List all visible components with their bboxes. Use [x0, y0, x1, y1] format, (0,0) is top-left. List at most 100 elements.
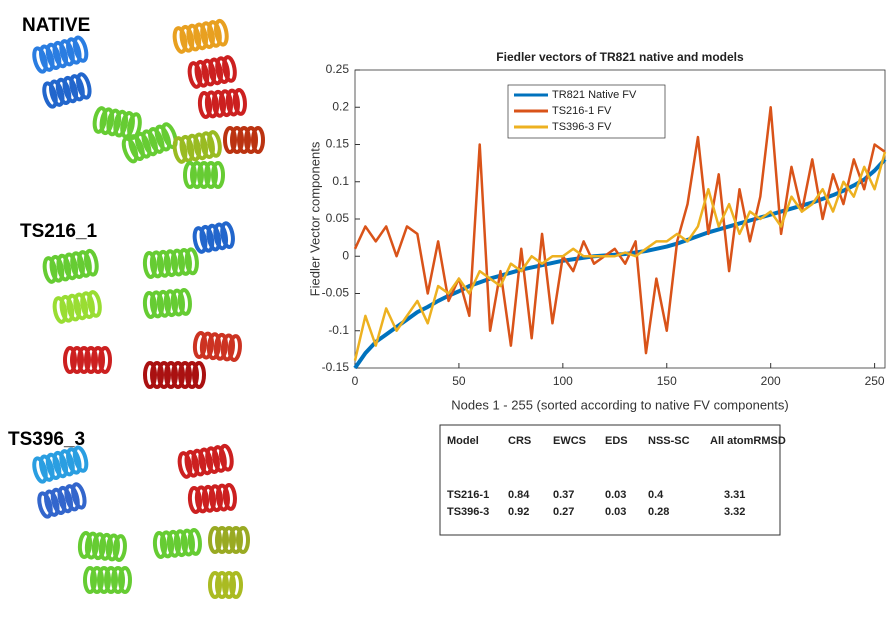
x-tick-label: 100: [553, 374, 573, 388]
table-frame: [439, 424, 781, 536]
helix-turn: [201, 58, 217, 87]
y-tick-label: 0.2: [332, 99, 349, 113]
helix-turn: [113, 109, 129, 138]
helix-turn: [172, 136, 188, 164]
helix-turn: [84, 531, 100, 560]
helix-turn: [208, 571, 222, 599]
helix-turn: [128, 134, 145, 162]
x-axis-label: Nodes 1 - 255 (sorted according to nativ…: [451, 397, 788, 412]
helix-turn: [157, 361, 171, 389]
helix-turn: [39, 44, 55, 72]
helix-turn: [148, 127, 165, 154]
helix: [92, 106, 142, 140]
helix-turn: [213, 332, 229, 361]
helix: [223, 126, 265, 154]
helix-turn: [49, 254, 65, 283]
helix: [37, 482, 87, 519]
helix-turn: [177, 247, 192, 276]
helix-turn: [105, 533, 120, 562]
helix-turn: [215, 56, 230, 84]
helix-turn: [142, 291, 158, 319]
helix-turn: [77, 346, 91, 374]
helix-turn: [187, 486, 203, 514]
helix-turn: [49, 79, 65, 107]
helix-turn: [69, 74, 85, 102]
helix-turn: [193, 22, 209, 51]
helix-turn: [73, 292, 89, 321]
helix-turn: [208, 526, 222, 554]
helix-turn: [118, 566, 132, 594]
helix-turn: [59, 39, 75, 67]
table-cell: TS216-1: [447, 489, 489, 501]
helix-turn: [45, 42, 62, 71]
helix-turn: [185, 361, 199, 389]
helix-turn: [120, 111, 135, 139]
helix-turn: [179, 134, 195, 163]
helix: [152, 527, 202, 559]
y-tick-label: -0.1: [328, 323, 349, 337]
y-tick-label: 0.15: [326, 137, 350, 151]
legend-label: TR821 Native FV: [552, 89, 637, 101]
helix-turn: [84, 248, 99, 277]
helix-turn: [80, 291, 95, 319]
helix-turn: [72, 445, 89, 473]
helix-turn: [244, 126, 258, 154]
helix-turn: [200, 131, 215, 159]
helix-turn: [143, 361, 157, 389]
helix-turn: [63, 346, 77, 374]
y-axis-label: Fiedler Vector components: [307, 141, 322, 296]
helix-turn: [223, 126, 237, 154]
helix: [197, 87, 247, 119]
helix-turn: [62, 75, 79, 104]
helix-turn: [190, 161, 204, 189]
helix-turn: [194, 59, 210, 88]
helix-turn: [232, 87, 247, 116]
table-header: NSS-SC: [648, 435, 690, 447]
helix-turn: [220, 221, 235, 249]
helix-turn: [225, 88, 240, 117]
helix-turn: [156, 289, 172, 318]
helix-turn: [70, 251, 85, 279]
helix-turn: [191, 448, 207, 477]
helix-turn: [187, 61, 203, 89]
helix-turn: [150, 361, 164, 389]
helix-turn: [32, 456, 48, 484]
helix-turn: [91, 346, 105, 374]
helix-turn: [207, 20, 222, 48]
helix-turn: [59, 449, 75, 477]
helix-turn: [32, 46, 48, 74]
helix-turn: [215, 571, 229, 599]
helix-turn: [220, 333, 235, 362]
x-tick-label: 250: [865, 374, 885, 388]
helix-turn: [186, 23, 202, 52]
helix-turn: [200, 21, 215, 49]
helix-turn: [251, 126, 265, 154]
helix-turn: [197, 161, 211, 189]
protein-images: [32, 18, 265, 599]
helix-turn: [71, 482, 87, 510]
helix-turn: [56, 253, 72, 282]
table-cell: 0.03: [605, 489, 626, 501]
helix-turn: [214, 18, 229, 47]
helix-turn: [37, 491, 53, 519]
helix-turn: [52, 296, 68, 324]
helix: [83, 566, 132, 594]
helix-turn: [187, 527, 202, 556]
table-header: All atomRMSD: [710, 435, 786, 447]
helix-turn: [112, 534, 127, 563]
table-header: Model: [447, 435, 479, 447]
helix-turn: [134, 131, 152, 159]
helix-turn: [84, 346, 98, 374]
helix-turn: [179, 24, 195, 53]
helix-turn: [172, 26, 188, 54]
panel-label: TS216_1: [20, 221, 98, 242]
helix-turn: [59, 294, 75, 323]
helix-turn: [230, 126, 244, 154]
table-cell: 0.92: [508, 506, 529, 518]
helix: [187, 482, 237, 514]
helix: [52, 290, 102, 324]
helix-turn: [192, 331, 208, 359]
helix-turn: [237, 126, 251, 154]
